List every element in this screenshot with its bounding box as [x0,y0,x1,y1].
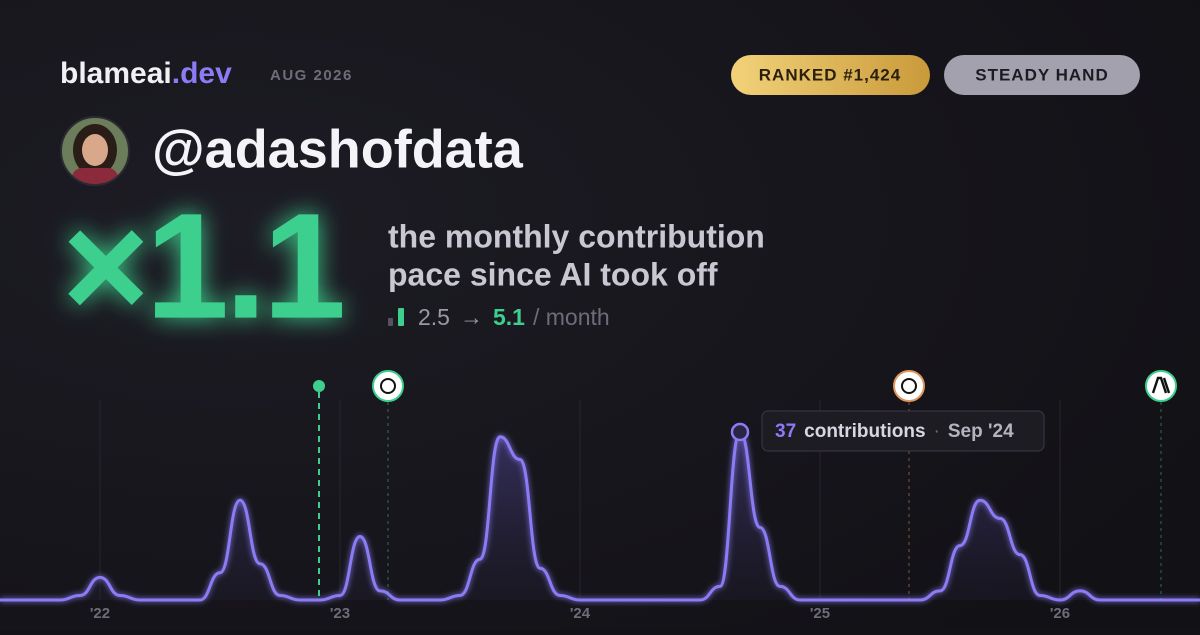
style-badge: STEADY HAND [975,65,1108,84]
headline-line1: the monthly contribution [388,218,765,254]
unit: / month [533,304,610,330]
model-marker [893,370,925,600]
after-icon [398,308,404,326]
tooltip: 37 contributions · Sep '24 [730,410,1045,452]
avatar [60,116,130,186]
x-tick-label: '22 [90,605,110,622]
headline-line2: pace since AI took off [388,256,718,292]
x-tick-label: '26 [1050,605,1070,622]
brand-name: blameai [60,57,172,90]
multiplier: ×1.1 [62,182,343,350]
brand-tld: .dev [172,57,232,90]
arrow: → [460,304,483,330]
after: 5.1 [493,304,525,330]
style-badge-bg [944,55,1140,95]
brand: blameai.dev [60,57,232,90]
handle: @adashofdata [152,119,524,179]
period: AUG 2026 [270,67,353,84]
rank-badge: RANKED #1,424 [759,65,901,84]
rank-badge-bg [731,55,930,95]
tooltip-text: 37 contributions · Sep '24 [775,421,1014,442]
model-marker [372,370,404,600]
tooltip-value: 37 [775,421,796,442]
x-tick-label: '24 [570,605,591,622]
before-icon [388,318,393,326]
model-marker [1145,370,1177,600]
plot: '22 '23 '24 '25 '26 [0,400,1200,622]
ai-marker [313,380,325,600]
tooltip-label: contributions [804,421,925,442]
x-tick-label: '23 [330,605,350,622]
area [0,432,1200,600]
before-value: 2.5 → 5.1 / month [418,304,610,330]
tooltip-sep: · [934,421,940,442]
line [0,430,1200,602]
tooltip-date: Sep '24 [948,421,1014,442]
x-tick-label: '25 [810,605,830,622]
before: 2.5 [418,304,450,330]
